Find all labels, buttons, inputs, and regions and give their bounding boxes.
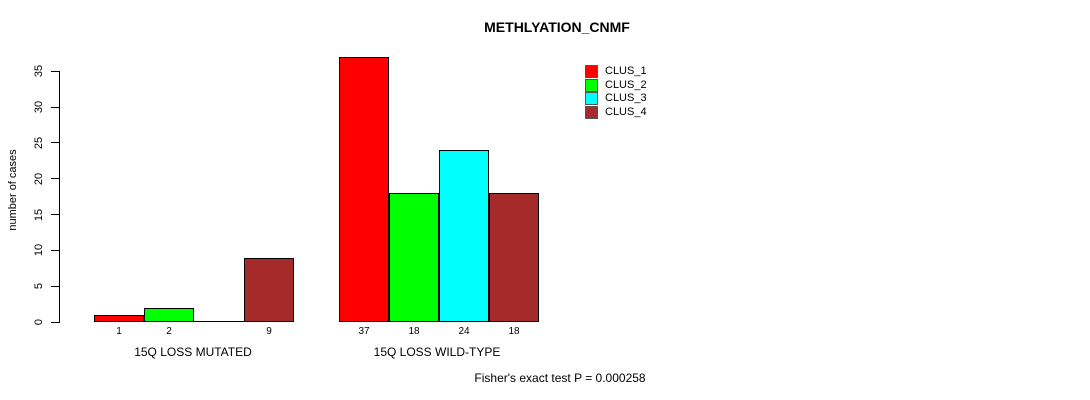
- y-axis-tick: [51, 285, 59, 287]
- bar-count-label: 9: [266, 326, 272, 337]
- y-axis-tick-label: 30: [33, 101, 45, 114]
- bar-clus_2: [389, 193, 439, 322]
- bar-count-label: 37: [358, 326, 370, 337]
- y-axis-tick-label: 5: [33, 283, 45, 290]
- chart-title: METHLYATION_CNMF: [484, 19, 630, 35]
- bar-clus_1: [94, 314, 144, 322]
- legend-label: CLUS_1: [605, 65, 647, 78]
- x-group-label-mutated: 15Q LOSS MUTATED: [134, 345, 252, 359]
- bar-count-label: 18: [408, 326, 420, 337]
- y-axis-tick-label: 35: [33, 65, 45, 78]
- legend-swatch-icon: [585, 65, 598, 79]
- bar-clus_3: [439, 150, 489, 322]
- legend: CLUS_1 CLUS_2 CLUS_3 CLUS_4: [585, 65, 647, 119]
- x-group-label-wildtype: 15Q LOSS WILD-TYPE: [373, 345, 501, 359]
- bar-count-label: 2: [166, 326, 172, 337]
- y-axis-tick: [51, 321, 59, 323]
- legend-label: CLUS_2: [605, 78, 647, 91]
- legend-item: CLUS_1: [585, 65, 647, 79]
- y-axis-tick: [51, 142, 59, 144]
- bar-clus_1: [339, 57, 389, 322]
- bar-count-label: 18: [508, 326, 520, 337]
- legend-swatch-icon: [585, 78, 598, 92]
- bar-count-label: 1: [116, 326, 122, 337]
- legend-label: CLUS_4: [605, 105, 647, 118]
- bar-clus_4: [489, 193, 539, 322]
- stat-annotation: Fisher's exact test P = 0.000258: [474, 371, 646, 385]
- y-axis-tick: [51, 178, 59, 180]
- legend-item: CLUS_2: [585, 78, 647, 93]
- y-axis-tick: [51, 106, 59, 108]
- y-axis-tick-label: 0: [33, 318, 45, 326]
- y-axis-tick-label: 10: [33, 244, 45, 257]
- y-axis-tick: [51, 70, 59, 72]
- y-axis-tick: [51, 214, 59, 216]
- y-axis-tick: [51, 249, 59, 251]
- y-axis-line: [59, 71, 60, 323]
- legend-item: CLUS_3: [585, 92, 647, 106]
- legend-swatch-icon: [585, 92, 598, 106]
- y-axis-tick-label: 15: [33, 208, 45, 221]
- bar-clus_2: [144, 307, 194, 322]
- bar-clus_4: [244, 257, 294, 322]
- legend-label: CLUS_3: [605, 92, 647, 105]
- y-axis-tick-label: 20: [33, 172, 45, 185]
- legend-swatch-icon: [585, 105, 598, 119]
- legend-item: CLUS_4: [585, 105, 647, 120]
- y-axis-tick-label: 25: [33, 136, 45, 150]
- y-axis-label: number of cases: [7, 149, 19, 231]
- bar-count-label: 24: [458, 326, 470, 337]
- bar-clus_3-zero: [194, 321, 244, 322]
